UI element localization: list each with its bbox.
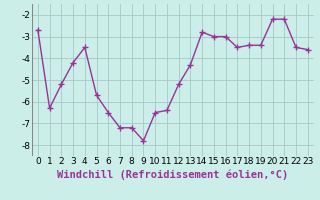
X-axis label: Windchill (Refroidissement éolien,°C): Windchill (Refroidissement éolien,°C) [57, 169, 288, 180]
